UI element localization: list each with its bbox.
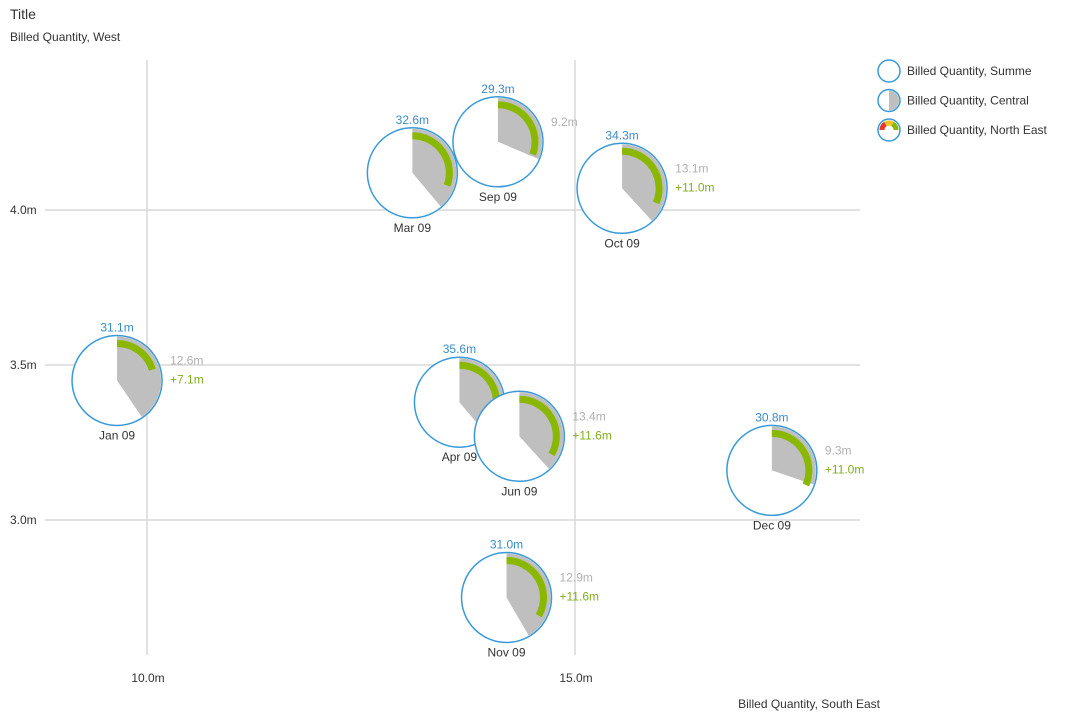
legend-grey-half bbox=[889, 90, 899, 111]
central-wedge bbox=[771, 426, 816, 485]
red-yellow-green-gauge-icon bbox=[877, 118, 901, 142]
bubble-oct-09: 34.3m 13.1m +11.0m Oct 09 bbox=[576, 128, 715, 250]
legend-item: Billed Quantity, Central bbox=[877, 88, 1029, 113]
x-tick-label: 10.0m bbox=[131, 671, 164, 685]
grid-lines bbox=[45, 60, 860, 655]
summe-data-label: 34.3m bbox=[605, 128, 638, 142]
central-data-label: 9.3m bbox=[825, 443, 852, 457]
central-data-label: 13.4m bbox=[572, 409, 605, 423]
legend-green-arc bbox=[890, 121, 899, 131]
north-east-data-label: +11.6m bbox=[560, 590, 599, 604]
north-east-arc bbox=[412, 132, 453, 187]
bubble-jan-09: 31.1m 12.6m +7.1m Jan 09 bbox=[71, 321, 204, 443]
north-east-data-label: +11.0m bbox=[825, 462, 864, 476]
bubble-jun-09: 13.4m +11.6m Jun 09 bbox=[473, 390, 612, 498]
summe-data-label: 31.0m bbox=[490, 538, 523, 552]
central-data-label: 12.9m bbox=[560, 571, 593, 585]
category-label: Dec 09 bbox=[753, 518, 791, 532]
bubble-series: 31.1m 12.6m +7.1m Jan 09 32.6m Mar 09 29.3m 9.2… bbox=[71, 82, 864, 660]
central-wedge bbox=[497, 97, 542, 160]
central-wedge bbox=[412, 128, 457, 207]
category-label: Nov 09 bbox=[488, 646, 526, 660]
summe-data-label: 32.6m bbox=[396, 113, 429, 127]
chart-title: Title bbox=[10, 6, 36, 22]
north-east-arc bbox=[771, 429, 813, 487]
north-east-arc bbox=[497, 101, 539, 156]
category-label: Sep 09 bbox=[479, 190, 517, 204]
north-east-data-label: +7.1m bbox=[170, 373, 204, 387]
central-data-label: 13.1m bbox=[675, 161, 708, 175]
y-tick-label: 3.0m bbox=[10, 513, 37, 527]
north-east-data-label: +11.0m bbox=[675, 180, 714, 194]
north-east-arc bbox=[506, 557, 548, 618]
summe-data-label: 30.8m bbox=[755, 410, 788, 424]
grey-half-circle-icon bbox=[877, 88, 901, 113]
central-wedge bbox=[117, 336, 162, 417]
north-east-data-label: +11.6m bbox=[572, 428, 611, 442]
chart-subtitle: Billed Quantity, West bbox=[10, 30, 121, 44]
bubble-mar-09: 32.6m Mar 09 bbox=[366, 113, 459, 235]
y-tick-label: 3.5m bbox=[10, 358, 37, 372]
central-data-label: 12.6m bbox=[170, 354, 203, 368]
y-tick-label: 4.0m bbox=[10, 203, 37, 217]
legend-item: Billed Quantity, Summe bbox=[877, 59, 1032, 83]
central-data-label: 9.2m bbox=[551, 115, 578, 129]
north-east-arc bbox=[519, 395, 560, 457]
category-label: Apr 09 bbox=[442, 450, 478, 464]
category-label: Jun 09 bbox=[501, 484, 537, 498]
x-tick-label: 15.0m bbox=[559, 671, 592, 685]
legend-yellow-arc bbox=[884, 120, 894, 127]
axis-ticks: 3.0m 3.5m 4.0m 10.0m 15.0m bbox=[10, 203, 593, 685]
summe-data-label: 35.6m bbox=[443, 342, 476, 356]
summe-data-label: 31.1m bbox=[100, 321, 133, 335]
bubble-sep-09: 29.3m 9.2m Sep 09 bbox=[452, 82, 578, 204]
category-label: Oct 09 bbox=[604, 236, 640, 250]
category-label: Jan 09 bbox=[99, 429, 135, 443]
legend-label: Billed Quantity, North East bbox=[907, 123, 1048, 137]
north-east-arc bbox=[116, 340, 156, 371]
summe-data-label: 29.3m bbox=[481, 82, 514, 96]
legend-circle bbox=[877, 59, 901, 83]
bubble-dec-09: 30.8m 9.3m +11.0m Dec 09 bbox=[726, 410, 864, 532]
category-label: Mar 09 bbox=[394, 221, 432, 235]
legend: Billed Quantity, Summe Billed Quantity, C… bbox=[877, 59, 1048, 142]
x-axis-title: Billed Quantity, South East bbox=[738, 697, 881, 711]
circle-outline-icon bbox=[877, 59, 901, 83]
north-east-arc bbox=[621, 147, 663, 205]
legend-red-arc bbox=[879, 121, 888, 131]
legend-label: Billed Quantity, Central bbox=[907, 94, 1029, 108]
bubble-nov-09: 31.0m 12.9m +11.6m Nov 09 bbox=[460, 538, 599, 660]
legend-item: Billed Quantity, North East bbox=[877, 118, 1048, 142]
legend-label: Billed Quantity, Summe bbox=[907, 64, 1032, 78]
